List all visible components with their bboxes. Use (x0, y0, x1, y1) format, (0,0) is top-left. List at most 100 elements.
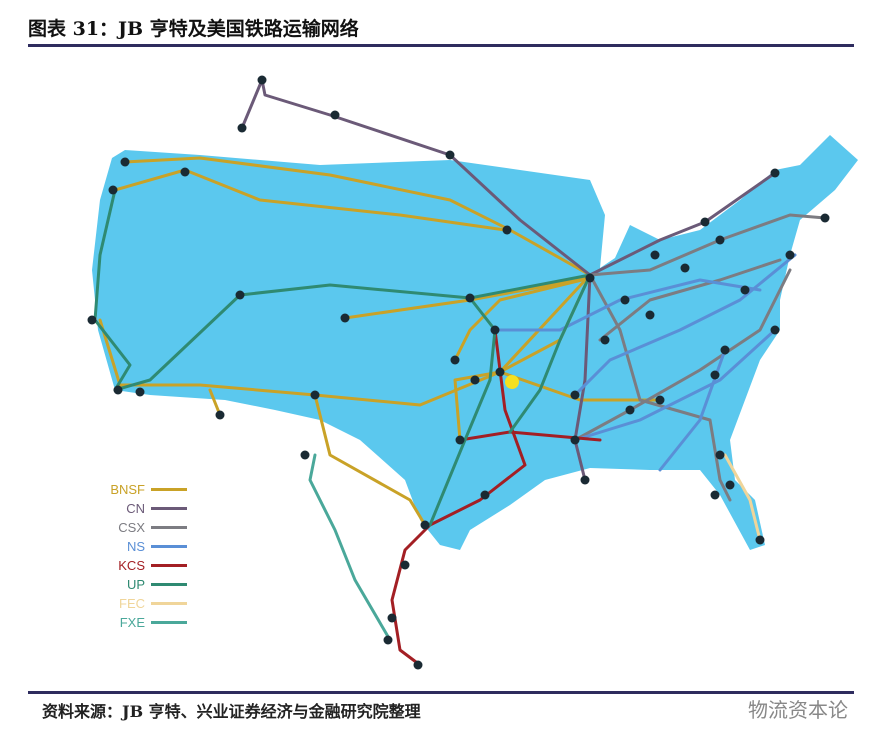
rail-hub-node (585, 273, 595, 283)
legend-item-ns: NS (95, 537, 187, 556)
legend-label: FEC (119, 596, 145, 611)
rail-hub-node (135, 387, 145, 397)
legend-label: KCS (118, 558, 145, 573)
rail-line-bnsf (498, 370, 662, 402)
rail-line-csx (573, 268, 792, 442)
legend-label: CN (126, 501, 145, 516)
rail-line-ns (498, 278, 762, 332)
rail-hub-node (620, 295, 630, 305)
rail-hub-node (720, 345, 730, 355)
rail-hub-node (715, 235, 725, 245)
rail-hub-node (580, 475, 590, 485)
rail-line-bnsf (113, 168, 507, 232)
legend-item-up: UP (95, 575, 187, 594)
legend-swatch (151, 545, 187, 548)
legend-label: UP (126, 577, 145, 592)
rail-line-up (93, 318, 132, 392)
rail-line-fxe (308, 453, 392, 642)
rail-hub-node (570, 435, 580, 445)
rail-hub-node (645, 310, 655, 320)
rail-hub-node (387, 613, 397, 623)
rail-line-ns (573, 328, 777, 442)
figure-title: 图表 31：JB 亨特及美国铁路运输网络 (28, 18, 359, 40)
rail-hub-node (495, 367, 505, 377)
legend-label: BNSF (110, 482, 145, 497)
rail-line-csx (598, 258, 782, 342)
rail-hub-node (113, 385, 123, 395)
rail-hub-node (502, 225, 512, 235)
rail-hub-node (820, 213, 830, 223)
legend-label: NS (126, 539, 145, 554)
rail-line-up (428, 296, 497, 527)
legend-swatch (151, 507, 187, 510)
legend-label: CSX (118, 520, 145, 535)
legend-swatch (151, 564, 187, 567)
rail-hub-node (300, 450, 310, 460)
rail-line-csx (588, 273, 732, 502)
legend-swatch (151, 488, 187, 491)
rail-line-up (93, 188, 117, 322)
rail-hub-node (420, 520, 430, 530)
legend-item-kcs: KCS (95, 556, 187, 575)
legend-label: FXE (119, 615, 145, 630)
rail-hub-node (450, 355, 460, 365)
rail-hub-node (413, 660, 423, 670)
rail-hub-node (310, 390, 320, 400)
rail-line-cn (260, 78, 592, 277)
rail-line-up (508, 273, 592, 434)
rail-hub-node (600, 335, 610, 345)
rail-hub-node (625, 405, 635, 415)
legend-swatch (151, 583, 187, 586)
rail-hub-node (740, 285, 750, 295)
watermark: 物流资本论 (748, 698, 848, 722)
rail-hub-node (340, 313, 350, 323)
rail-hub-node (490, 325, 500, 335)
rail-hub-node (770, 325, 780, 335)
legend-item-cn: CN (95, 499, 187, 518)
rail-hub-node (655, 395, 665, 405)
title-rule (28, 44, 854, 47)
legend-swatch (151, 621, 187, 624)
rail-hub-node (785, 250, 795, 260)
legend-item-fec: FEC (95, 594, 187, 613)
rail-line-bnsf (123, 156, 592, 277)
rail-hub-node (108, 185, 118, 195)
rail-hub-node (465, 293, 475, 303)
rail-hub-node (120, 157, 130, 167)
rail-hub-node (725, 480, 735, 490)
rail-hub-node (570, 390, 580, 400)
rail-hub-node (330, 110, 340, 120)
rail-hub-node (755, 535, 765, 545)
legend-swatch (151, 526, 187, 529)
rail-hub-node (650, 250, 660, 260)
rail-hub-node (455, 435, 465, 445)
rail-hub-node (87, 315, 97, 325)
rail-hub-node (445, 150, 455, 160)
rail-hub-node (400, 560, 410, 570)
rail-hub-node (180, 167, 190, 177)
rail-hub-node (680, 263, 690, 273)
rail-line-cn (588, 171, 777, 277)
rail-hub-node (383, 635, 393, 645)
source-rule (28, 691, 854, 694)
rail-line-up (113, 273, 592, 392)
rail-hub-node (700, 217, 710, 227)
rail-hub-node (237, 123, 247, 133)
source-note: 资料来源：JB 亨特、兴业证券经济与金融研究院整理 (42, 702, 421, 721)
legend: BNSF CN CSX NS KCS UP FEC FXE (95, 480, 187, 632)
rail-line-bnsf (313, 393, 427, 527)
rail-hub-node (480, 490, 490, 500)
rail-line-fec (723, 453, 762, 542)
legend-swatch (151, 602, 187, 605)
rail-hub-node (770, 168, 780, 178)
rail-line-kcs (390, 328, 527, 667)
rail-hub-node (235, 290, 245, 300)
rail-hub-node (710, 370, 720, 380)
rail-hub-node (257, 75, 267, 85)
rail-line-cn (240, 78, 264, 130)
jb-hunt-location-marker (505, 375, 519, 389)
rail-line-cn (573, 273, 592, 482)
rail-line-ns (573, 253, 797, 397)
legend-item-fxe: FXE (95, 613, 187, 632)
